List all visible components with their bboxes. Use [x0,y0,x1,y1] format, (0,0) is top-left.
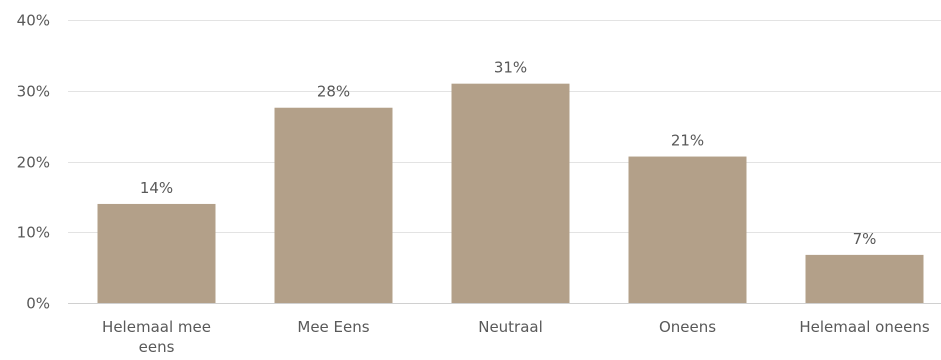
bar-2 [451,83,570,303]
y-tick-label: 20% [17,154,50,172]
x-axis-categories: Helemaal mee eens Mee Eens Neutraal Oneens He… [102,318,930,356]
bar-4 [805,254,924,303]
data-label-3: 21% [671,132,704,150]
bars [97,83,924,303]
category-label-2: Neutraal [478,318,543,336]
category-label-1: Mee Eens [297,318,369,336]
data-label-4: 7% [853,230,877,248]
bar-1 [274,107,393,303]
bar-3 [628,156,747,303]
y-axis-ticks: 0% 10% 20% 30% 40% [17,12,50,313]
category-label-0: Helemaal mee eens [102,318,211,356]
y-tick-label: 30% [17,83,50,101]
data-label-0: 14% [140,179,173,197]
y-tick-label: 40% [17,12,50,30]
category-label-4: Helemaal oneens [799,318,929,336]
data-label-2: 31% [494,59,527,77]
data-labels: 14% 28% 31% 21% 7% [140,59,877,248]
data-label-1: 28% [317,83,350,101]
category-label-3: Oneens [659,318,716,336]
y-tick-label: 0% [26,295,50,313]
bar-0 [97,203,216,303]
y-tick-label: 10% [17,224,50,242]
